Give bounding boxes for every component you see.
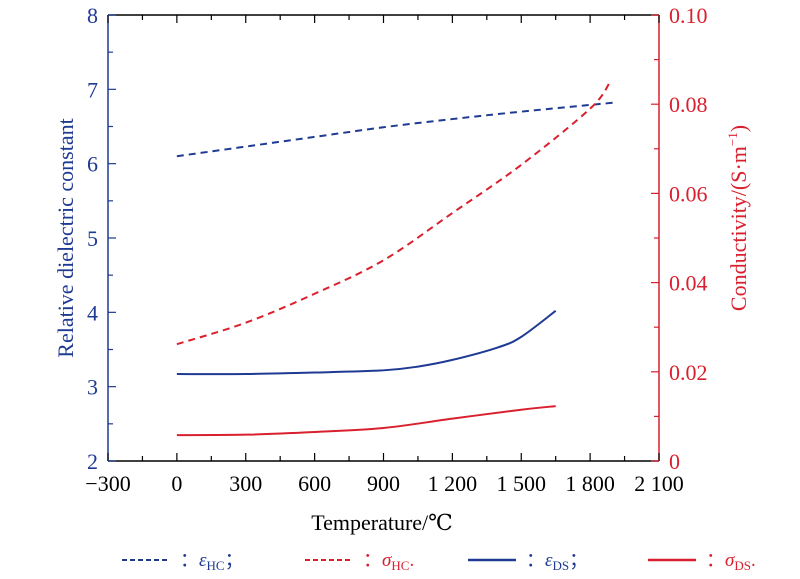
series-line-sigma-ds	[176, 405, 556, 437]
legend-colon: ：	[706, 550, 725, 571]
series-line-epsilon-hc	[176, 101, 614, 158]
x-tick-label: 1 500	[497, 471, 547, 496]
legend-colon: ：	[180, 550, 199, 571]
y-left-tick-label: 2	[87, 449, 98, 474]
y-axis-right-label-main: Conductivity/(S·m	[726, 146, 751, 311]
legend-symbol: ε	[545, 550, 553, 571]
legend-symbol: σ	[382, 550, 392, 571]
x-tick-label: 1 800	[565, 471, 615, 496]
legend-colon: ：	[363, 550, 382, 571]
legend: ：εHC； ：σHC. ：εDS； ：σDS.	[122, 550, 756, 573]
y-axis-right-label-sup: −1	[725, 132, 740, 146]
x-axis-label: Temperature/℃	[311, 510, 453, 535]
legend-subscript: DS	[734, 558, 751, 573]
legend-separator: .	[409, 550, 414, 571]
y-right-tick-label: 0.04	[669, 271, 708, 296]
x-tick-label: 2 100	[634, 471, 684, 496]
legend-separator: ；	[569, 550, 588, 571]
legend-entry: ：σHC.	[363, 550, 414, 573]
series-lines	[176, 82, 614, 437]
y-left-tick-label: 6	[87, 152, 98, 177]
x-tick-label: 0	[171, 471, 182, 496]
y-axis-left-label: Relative dielectric constant	[53, 118, 78, 357]
legend-symbol: ε	[199, 550, 207, 571]
y-left-tick-label: 8	[87, 3, 98, 28]
y-right-tick-label: 0.08	[669, 92, 708, 117]
legend-subscript: HC	[207, 558, 225, 573]
y-left-tick-label: 4	[87, 300, 98, 325]
legend-symbol: σ	[725, 550, 735, 571]
x-tick-label: 1 200	[428, 471, 478, 496]
y-left-tick-label: 7	[87, 77, 98, 102]
axes: −300 0 300 600 900 1 200 1 500 1 800 2 100 2 3 4 5 6 7…	[85, 3, 707, 496]
legend-separator: .	[751, 550, 756, 571]
legend-separator: ；	[225, 550, 244, 571]
y-axis-right-label: Conductivity/(S·m−1)	[725, 125, 751, 311]
legend-entry: ：εHC；	[180, 550, 244, 573]
y-right-tick-label: 0.10	[669, 3, 708, 28]
x-tick-label: −300	[85, 471, 130, 496]
y-right-tick-label: 0.06	[669, 181, 708, 206]
legend-entry: ：εDS；	[526, 550, 588, 573]
y-axis-right-label-close: )	[726, 125, 751, 132]
legend-subscript: DS	[553, 558, 570, 573]
legend-subscript: HC	[391, 558, 409, 573]
legend-colon: ：	[526, 550, 545, 571]
y-left-tick-label: 5	[87, 226, 98, 251]
y-right-tick-label: 0	[669, 449, 680, 474]
legend-entry: ：σDS.	[706, 550, 756, 573]
y-right-tick-label: 0.02	[669, 360, 708, 385]
series-line-sigma-hc	[176, 82, 611, 346]
series-line-epsilon-ds	[176, 310, 557, 376]
x-tick-label: 600	[298, 471, 331, 496]
x-tick-label: 900	[367, 471, 400, 496]
x-tick-label: 300	[229, 471, 262, 496]
y-left-tick-label: 3	[87, 375, 98, 400]
